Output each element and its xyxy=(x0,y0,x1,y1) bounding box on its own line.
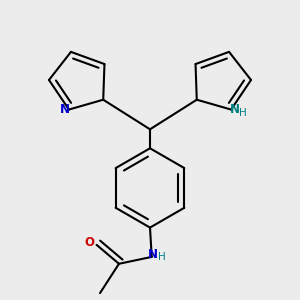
Text: H: H xyxy=(239,108,247,118)
Text: O: O xyxy=(84,236,94,249)
Text: N: N xyxy=(230,103,240,116)
Text: N: N xyxy=(148,248,158,261)
Text: H: H xyxy=(158,252,166,262)
Text: N: N xyxy=(60,103,70,116)
